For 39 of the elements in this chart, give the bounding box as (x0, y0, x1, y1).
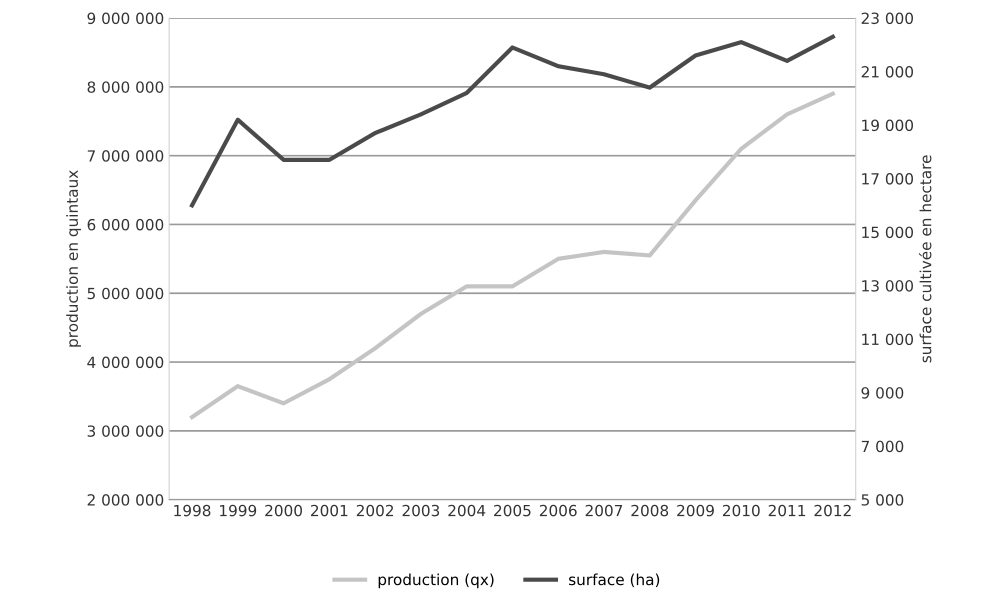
y2-tick-label: 15 000 (862, 226, 914, 238)
y2-tick-label: 9 000 (862, 387, 904, 399)
legend-label: production (qx) (378, 573, 494, 588)
y-axis-title: production en quintaux (66, 170, 81, 347)
x-tick-label: 2010 (722, 504, 760, 516)
line-series (190, 34, 835, 208)
x-tick-label: 2012 (814, 504, 851, 516)
y2-axis-title: surface cultivée en hectare (918, 155, 932, 362)
line-series (190, 92, 835, 420)
legend-label: surface (ha) (569, 573, 660, 588)
x-tick-label: 2000 (265, 504, 302, 516)
y2-tick-label: 23 000 (862, 12, 914, 24)
y2-tick-label: 11 000 (862, 334, 914, 346)
x-tick-label: 1998 (174, 504, 210, 516)
y-tick-label: 2 000 000 (88, 494, 164, 506)
y2-tick-label: 21 000 (862, 66, 914, 78)
x-tick-label: 2011 (768, 504, 806, 516)
x-tick-label: 2008 (631, 504, 668, 516)
y-tick-label: 8 000 000 (88, 81, 164, 93)
x-tick-label: 2002 (356, 504, 394, 516)
y-tick-label: 5 000 000 (88, 288, 164, 300)
y2-tick-label: 5 000 (862, 494, 904, 506)
y2-tick-label: 7 000 (862, 440, 904, 452)
x-tick-label: 2006 (540, 504, 577, 516)
y2-tick-label: 19 000 (862, 120, 914, 132)
y-tick-label: 3 000 000 (88, 425, 164, 437)
y-tick-label: 6 000 000 (88, 218, 164, 230)
y-tick-label: 7 000 000 (88, 150, 164, 162)
x-tick-label: 1999 (220, 504, 256, 516)
x-tick-label: 2007 (586, 504, 622, 516)
y2-tick-label: 17 000 (862, 173, 914, 185)
y-tick-label: 4 000 000 (87, 356, 164, 368)
x-tick-label: 2009 (677, 504, 714, 516)
x-tick-label: 2004 (448, 504, 486, 516)
y-tick-label: 9 000 000 (87, 12, 164, 24)
x-tick-label: 2001 (311, 504, 348, 516)
y2-tick-label: 13 000 (862, 280, 914, 292)
x-tick-label: 2005 (494, 504, 531, 516)
x-tick-label: 2003 (402, 504, 440, 516)
